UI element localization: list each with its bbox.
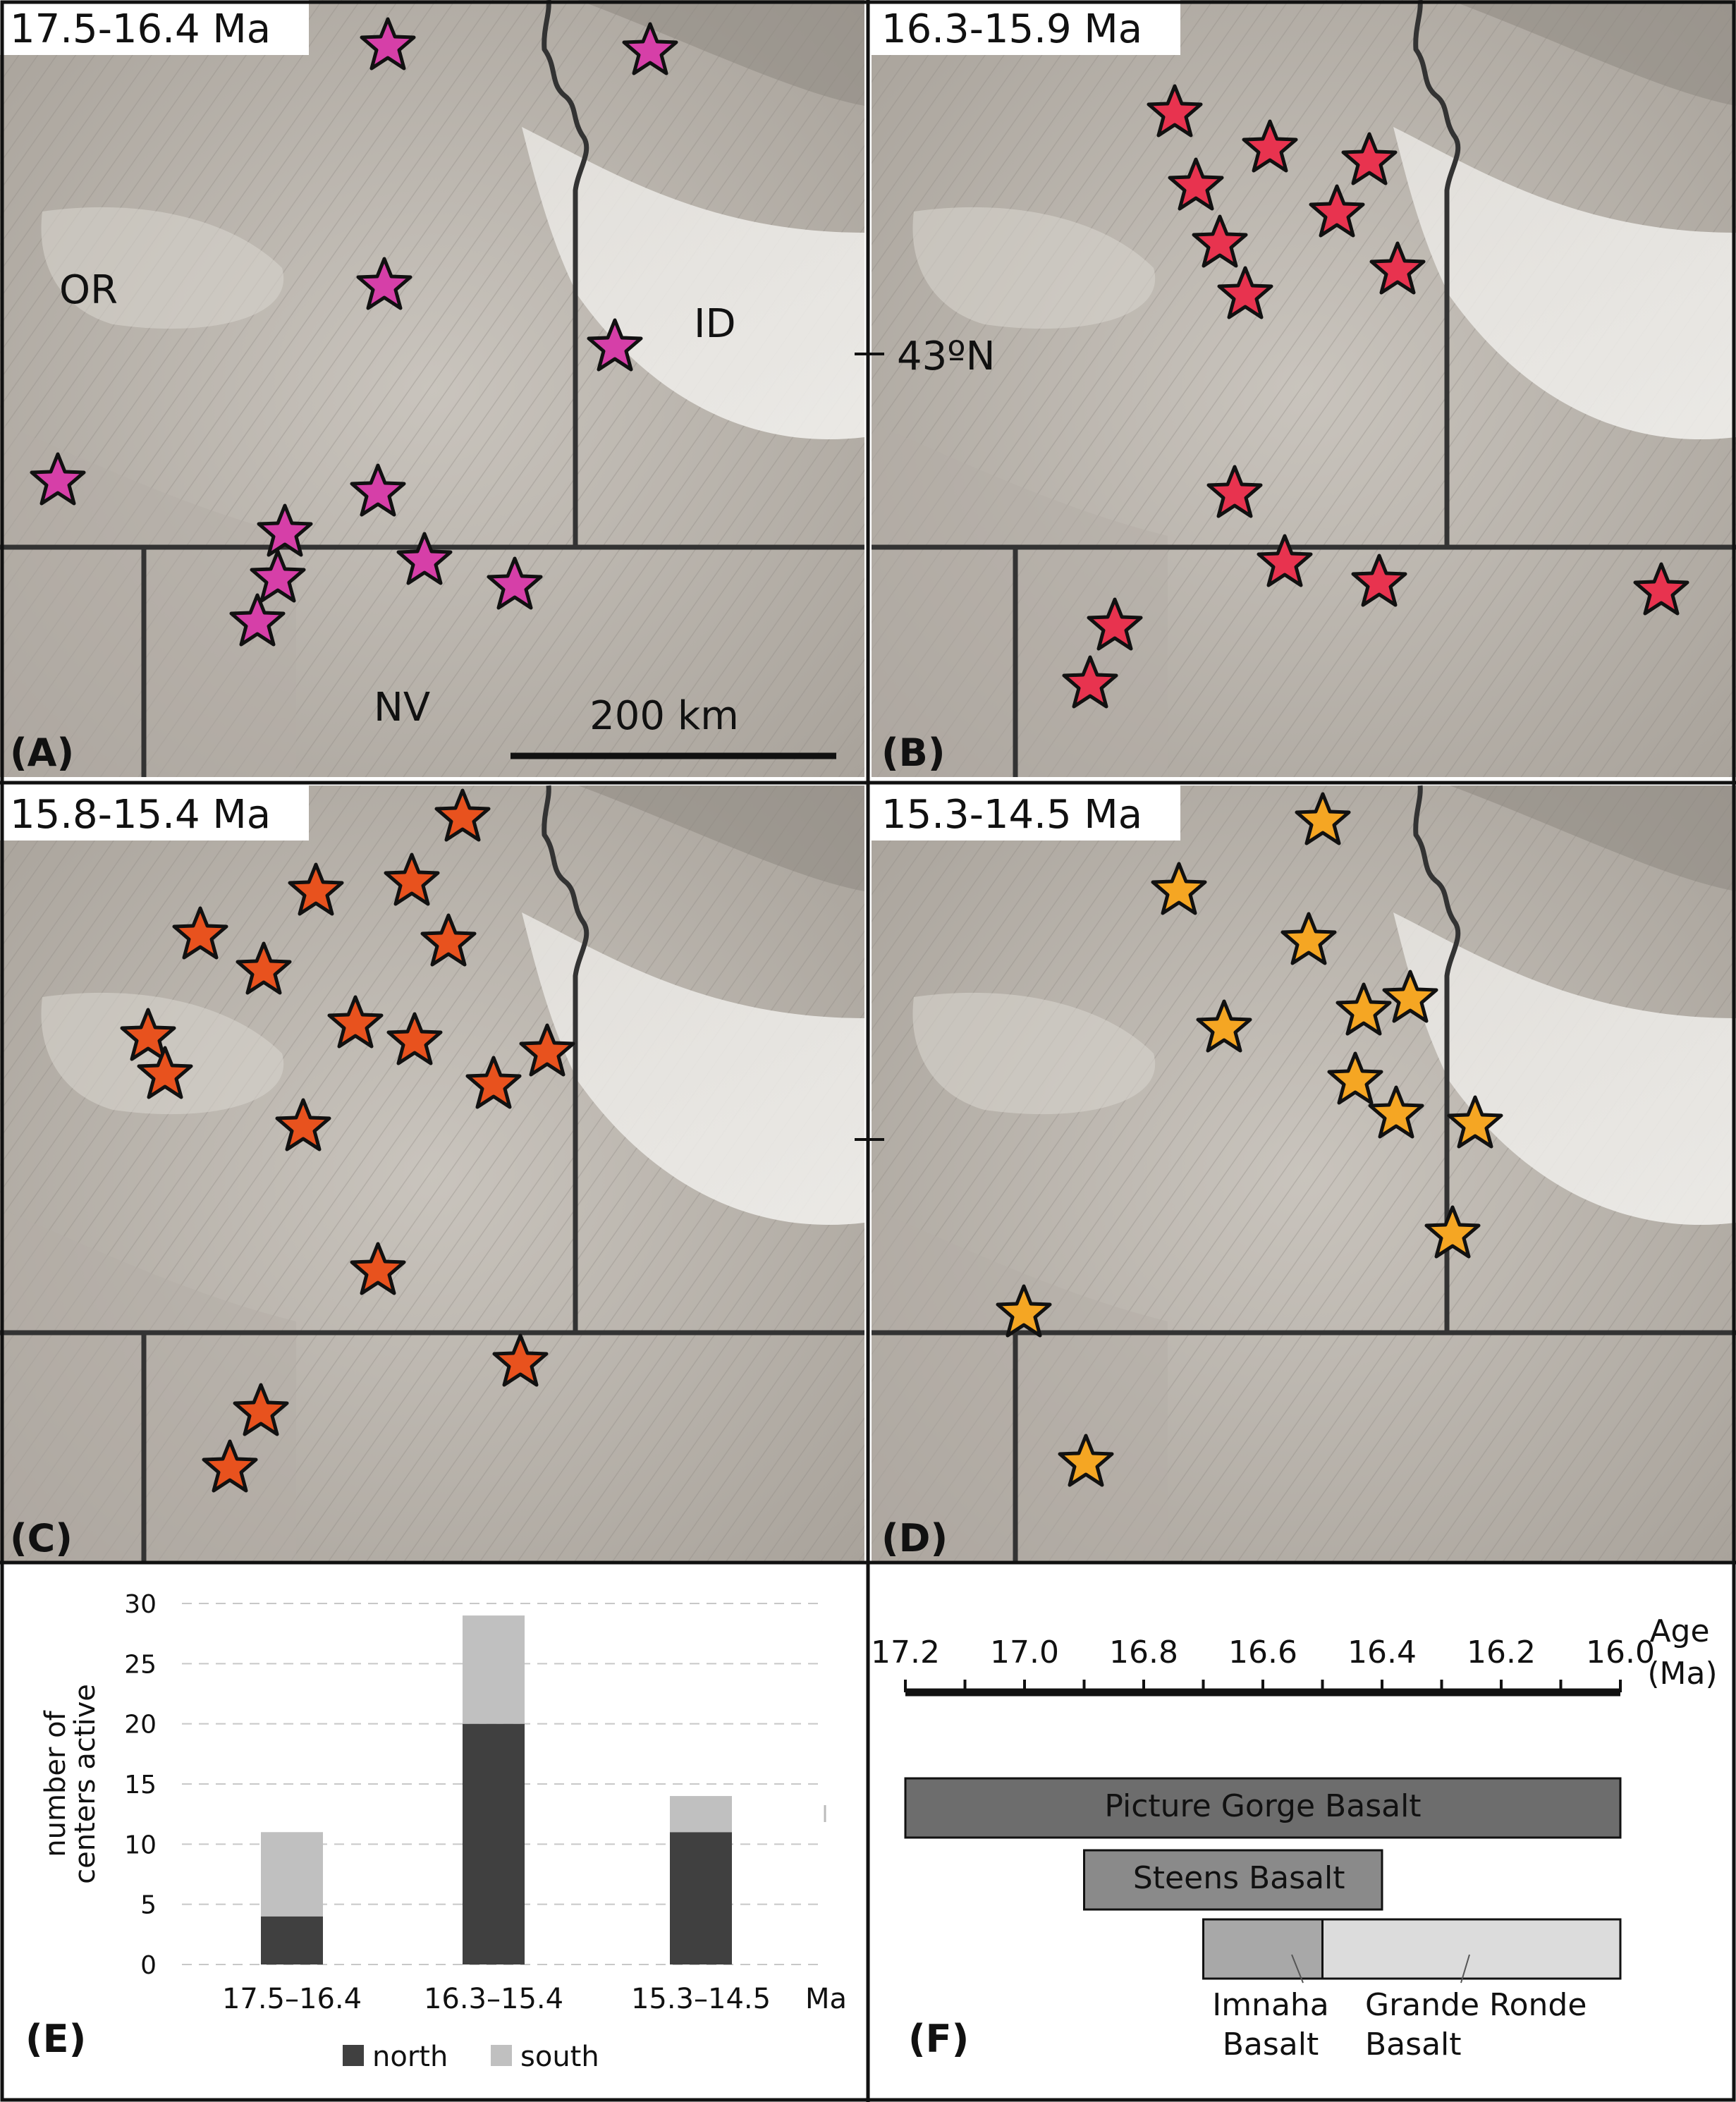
panel-title: 17.5-16.4 Ma — [10, 6, 271, 52]
panel-title: 16.3-15.9 Ma — [881, 6, 1142, 52]
timeline-tick-label: 16.4 — [1347, 1634, 1417, 1670]
bar-north-1 — [463, 1723, 525, 1964]
legend-label-south: south — [520, 2041, 599, 2073]
bar-south-1 — [463, 1615, 525, 1724]
panel-title-box — [0, 786, 309, 841]
latitude-label: 43ºN — [897, 334, 996, 379]
timeline-bar-steens-basalt — [1083, 1849, 1383, 1911]
panel-title-box — [872, 786, 1180, 841]
panel-title: 15.3-14.5 Ma — [881, 792, 1142, 838]
x-tick-label: 16.3–15.4 — [424, 1983, 563, 2015]
y-tick-label: 30 — [124, 1590, 157, 1619]
label-grande-ronde-basalt-line1: Grande Ronde — [1365, 1987, 1587, 2023]
y-tick-label: 5 — [140, 1891, 157, 1920]
map-panel-a: 17.5-16.4 Ma (A) OR ID NV 200 km — [0, 0, 864, 777]
timeline-bar-picture-gorge-basalt — [904, 1777, 1622, 1839]
state-label-id: ID — [694, 301, 736, 347]
panel-label: (B) — [881, 731, 946, 775]
label-steens-basalt: Steens Basalt — [1133, 1860, 1345, 1896]
panel-title-box — [872, 0, 1180, 55]
leader-line — [1291, 1954, 1304, 1984]
x-tick-label: 15.3–14.5 — [631, 1983, 771, 2015]
map-panel-d: 15.3-14.5 Ma (D) — [855, 786, 1736, 1563]
legend-label-north: north — [372, 2041, 448, 2073]
bar-south-2 — [670, 1796, 732, 1833]
timeline-axis-unit: (Ma) — [1647, 1656, 1717, 1692]
panel-title-box — [0, 0, 309, 55]
timeline-tick-label: 16.8 — [1109, 1634, 1178, 1670]
legend-swatch-north — [343, 2045, 364, 2066]
timeline-tick-label: 16.2 — [1467, 1634, 1536, 1670]
y-tick-label: 25 — [124, 1650, 157, 1679]
map-panel-c: 15.8-15.4 Ma (C) — [0, 786, 864, 1563]
relief-map — [872, 0, 1736, 777]
label-imnaha-basalt-line1: Imnaha — [1212, 1987, 1329, 2023]
state-label-or: OR — [59, 267, 118, 313]
leader-line — [1460, 1954, 1470, 1984]
bar-north-2 — [670, 1832, 732, 1964]
panel-label: (A) — [10, 731, 74, 775]
x-axis-unit: Ma — [805, 1983, 847, 2015]
label-picture-gorge-basalt: Picture Gorge Basalt — [1104, 1788, 1421, 1824]
state-label-nv: NV — [374, 685, 430, 731]
timeline-axis-label: Age — [1649, 1613, 1709, 1649]
y-axis-label: number ofcenters active — [39, 1684, 102, 1884]
centers-active-chart: 0 5 10 15 20 25 30 number ofcenters active 17.5–… — [25, 1590, 847, 2073]
x-tick-label: 17.5–16.4 — [222, 1983, 362, 2015]
bar-south-0 — [261, 1832, 323, 1917]
relief-map — [0, 0, 864, 777]
label-imnaha-basalt-line2: Basalt — [1223, 2027, 1319, 2063]
timeline-bar-grande-ronde-basalt — [1321, 1918, 1622, 1980]
map-panel-b: 16.3-15.9 Ma (B) 43ºN — [855, 0, 1736, 777]
panel-title: 15.8-15.4 Ma — [10, 792, 271, 838]
relief-map — [0, 786, 864, 1563]
timeline-tick-label: 17.0 — [990, 1634, 1059, 1670]
panel-label: (D) — [881, 1516, 948, 1560]
panel-label: (E) — [25, 2017, 86, 2061]
y-tick-label: 20 — [124, 1711, 157, 1740]
timeline-tick-label: 16.6 — [1228, 1634, 1297, 1670]
panel-label: (F) — [908, 2017, 969, 2061]
y-tick-label: 0 — [140, 1951, 157, 1980]
panel-label: (C) — [10, 1516, 73, 1560]
bar-north-0 — [261, 1916, 323, 1964]
label-grande-ronde-basalt-line2: Basalt — [1365, 2027, 1462, 2063]
timeline-bar-imnaha-basalt — [1202, 1918, 1324, 1980]
legend-swatch-south — [491, 2045, 512, 2066]
timeline-tick-label: 17.2 — [871, 1634, 940, 1670]
map-panels: 17.5-16.4 Ma (A) OR ID NV 200 km 16.3-15.9 Ma (… — [0, 0, 1736, 1563]
timeline-tick-label: 16.0 — [1586, 1634, 1655, 1670]
relief-map — [872, 786, 1736, 1563]
y-tick-label: 10 — [124, 1831, 157, 1859]
y-tick-label: 15 — [124, 1771, 157, 1799]
scale-bar-label: 200 km — [589, 693, 739, 739]
